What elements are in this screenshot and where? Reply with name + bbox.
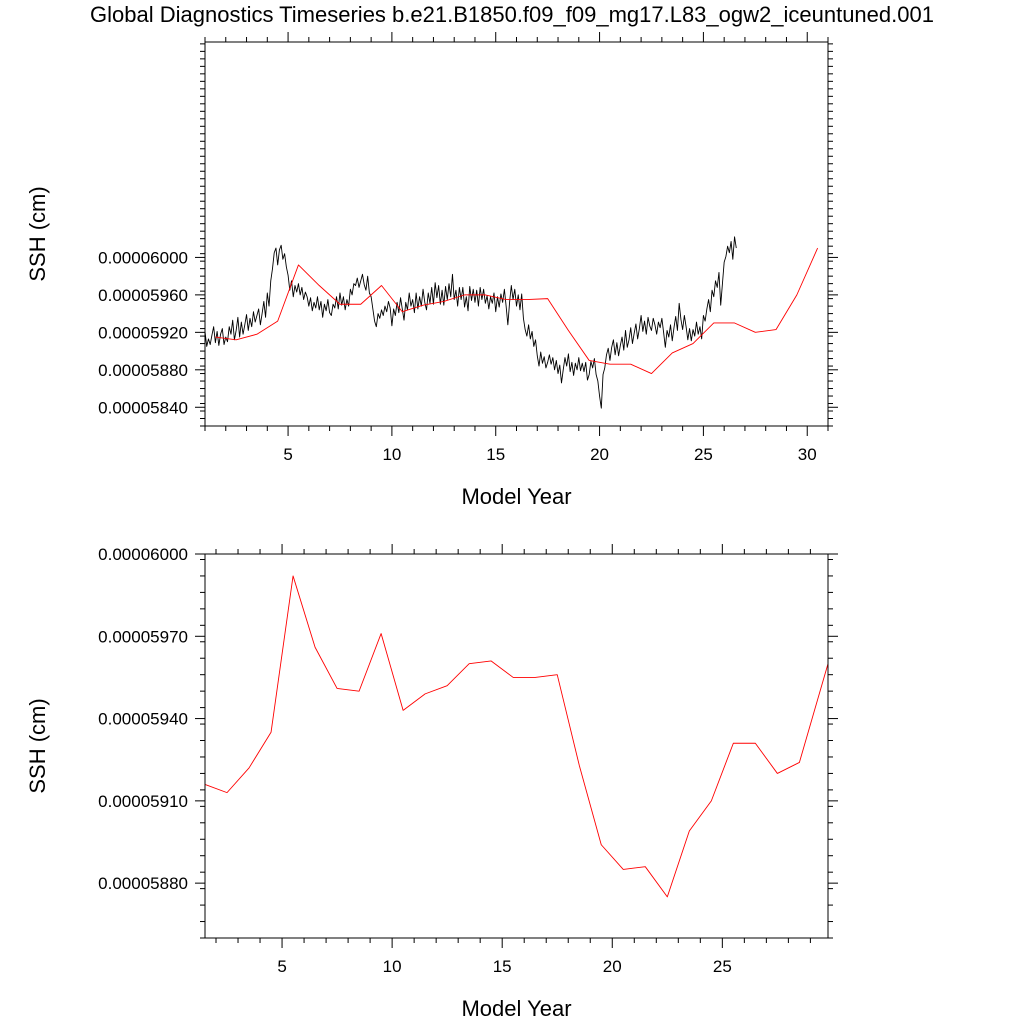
y-tick-label: 0.00005840 bbox=[98, 398, 188, 417]
x-axis-label: Model Year bbox=[461, 484, 571, 509]
y-tick-label: 0.00005880 bbox=[98, 361, 188, 380]
y-tick-label: 0.00006000 bbox=[98, 248, 188, 267]
y-tick-label: 0.00005880 bbox=[98, 874, 188, 893]
x-tick-label: 15 bbox=[493, 957, 512, 976]
x-tick-label: 5 bbox=[283, 445, 292, 464]
y-tick-label: 0.00005940 bbox=[98, 710, 188, 729]
y-tick-label: 0.00005970 bbox=[98, 627, 188, 646]
y-tick-label: 0.00005910 bbox=[98, 792, 188, 811]
plot-frame bbox=[204, 41, 829, 427]
chart-bottom: 5 10 15 20 25 0.00005880 0.00005910 0.00005940 0… bbox=[25, 544, 838, 1021]
x-tick-label: 30 bbox=[798, 445, 817, 464]
x-tick-label: 25 bbox=[694, 445, 713, 464]
x-axis-label: Model Year bbox=[461, 996, 571, 1021]
x-tick-label: 20 bbox=[590, 445, 609, 464]
y-axis-label: SSH (cm) bbox=[25, 698, 50, 793]
chart-top: 5 10 15 20 25 30 0.00005840 0.00005880 0.0000592… bbox=[25, 32, 838, 509]
y-axis-label: SSH (cm) bbox=[25, 186, 50, 281]
series-line-annual-mean bbox=[215, 247, 819, 374]
x-tick-label: 20 bbox=[603, 957, 622, 976]
x-tick-label: 10 bbox=[382, 445, 401, 464]
x-tick-label: 15 bbox=[486, 445, 505, 464]
series-line-annual-mean bbox=[204, 575, 829, 898]
x-tick-label: 5 bbox=[277, 957, 286, 976]
y-tick-label: 0.00005960 bbox=[98, 286, 188, 305]
page-title: Global Diagnostics Timeseries b.e21.B185… bbox=[90, 2, 934, 27]
series-line-monthly-ssh bbox=[204, 236, 737, 409]
y-tick-label: 0.00005920 bbox=[98, 323, 188, 342]
plot-frame bbox=[204, 553, 829, 939]
x-tick-label: 25 bbox=[713, 957, 732, 976]
y-tick-label: 0.00006000 bbox=[98, 545, 188, 564]
x-tick-label: 10 bbox=[383, 957, 402, 976]
